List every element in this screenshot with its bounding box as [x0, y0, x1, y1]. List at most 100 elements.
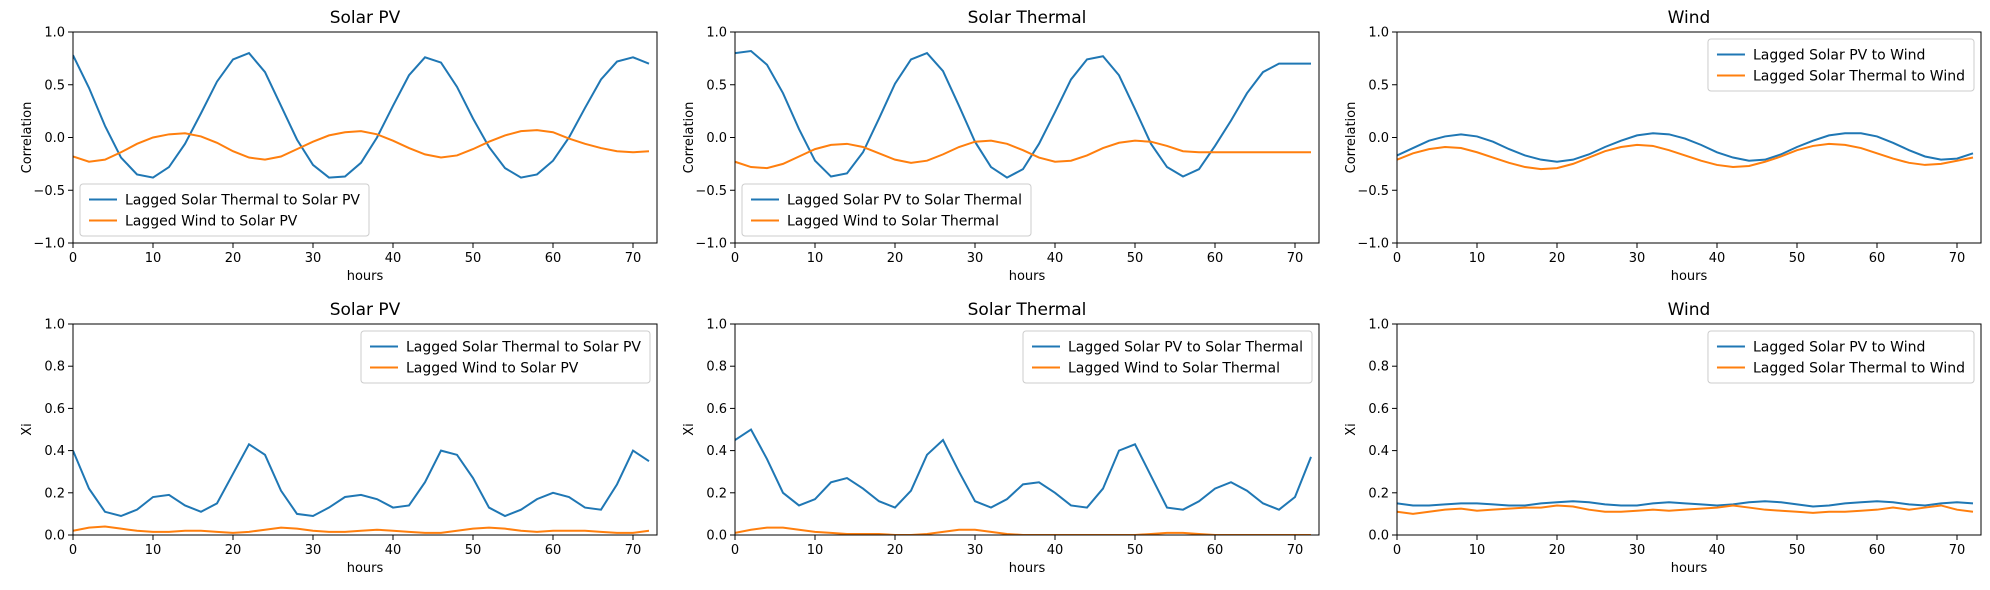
x-tick-label: 40 — [1047, 251, 1064, 266]
legend-entry-label: Lagged Wind to Solar PV — [125, 214, 298, 230]
x-tick-label: 50 — [1127, 251, 1144, 266]
y-tick-label: −0.5 — [1357, 184, 1389, 199]
legend: Lagged Solar PV to Solar Thermal Lagged W… — [1022, 330, 1313, 384]
x-tick-label: 50 — [1789, 543, 1806, 558]
y-tick-label: 0.8 — [1368, 360, 1389, 375]
chart-panel-5: Solar Thermal 0 10 20 30 40 50 60 70 0.0 0.2 0.4 0.6… — [682, 300, 1320, 576]
legend-entry-label: Lagged Solar Thermal to Solar PV — [406, 340, 641, 356]
legend-entry-label: Lagged Solar Thermal to Solar PV — [125, 193, 360, 209]
series-line-1 — [73, 442, 650, 518]
chart-title: Solar Thermal — [968, 8, 1087, 28]
y-tick-label: 0.0 — [706, 131, 727, 146]
x-tick-label: 10 — [145, 543, 162, 558]
y-tick-label: 0.4 — [706, 444, 727, 459]
chart-panel-2: Solar Thermal 0 10 20 30 40 50 60 70 −1.0 −0.5 0.0 0… — [682, 8, 1320, 284]
chart-title: Solar PV — [330, 300, 401, 320]
y-tick-label: −0.5 — [33, 184, 65, 199]
chart-title: Solar Thermal — [968, 300, 1087, 320]
y-tick-label: 1.0 — [44, 26, 65, 41]
y-tick-label: 0.0 — [706, 529, 727, 544]
x-tick-label: 50 — [1789, 251, 1806, 266]
x-tick-label: 70 — [625, 543, 642, 558]
x-tick-label: 0 — [731, 543, 739, 558]
x-tick-label: 40 — [385, 251, 402, 266]
legend-box — [741, 183, 1032, 237]
chart-panel-3: Wind 0 10 20 30 40 50 60 70 −1.0 −0.5 0.0 0.5 1.0 hour… — [1344, 8, 1982, 284]
y-tick-label: −1.0 — [33, 237, 65, 252]
x-tick-label: 20 — [225, 543, 242, 558]
x-tick-label: 40 — [385, 543, 402, 558]
x-tick-label: 70 — [625, 251, 642, 266]
plot-frame — [72, 323, 658, 536]
series-line-2 — [1397, 142, 1974, 171]
x-tick-label: 20 — [225, 251, 242, 266]
y-tick-label: 0.8 — [44, 360, 65, 375]
x-tick-label: 10 — [807, 251, 824, 266]
y-tick-label: 0.0 — [1368, 529, 1389, 544]
x-tick-label: 20 — [887, 251, 904, 266]
legend: Lagged Solar PV to Wind Lagged Solar Ther… — [1707, 38, 1975, 92]
series-line-1 — [735, 49, 1311, 179]
x-tick-label: 70 — [1287, 543, 1304, 558]
y-tick-label: 1.0 — [706, 318, 727, 333]
y-axis-label: Correlation — [20, 102, 35, 174]
legend-entry-label: Lagged Solar Thermal to Wind — [1753, 69, 1965, 85]
x-tick-label: 50 — [1127, 543, 1144, 558]
series-line-1 — [73, 51, 650, 179]
x-tick-label: 30 — [305, 251, 322, 266]
y-tick-label: 1.0 — [1368, 318, 1389, 333]
x-tick-label: 0 — [69, 251, 77, 266]
legend: Lagged Solar Thermal to Solar PV Lagged W… — [360, 330, 651, 384]
series-line-2 — [735, 139, 1311, 170]
y-tick-label: 0.2 — [44, 486, 65, 501]
x-tick-label: 70 — [1949, 251, 1966, 266]
x-axis-label: hours — [347, 561, 384, 576]
y-tick-label: 0.5 — [1368, 78, 1389, 93]
x-axis-label: hours — [1009, 269, 1046, 284]
y-tick-label: 1.0 — [706, 26, 727, 41]
x-tick-label: 20 — [1549, 543, 1566, 558]
y-tick-label: 0.0 — [44, 131, 65, 146]
legend: Lagged Solar PV to Solar Thermal Lagged W… — [741, 183, 1032, 237]
y-tick-label: 0.6 — [44, 402, 65, 417]
y-tick-label: −1.0 — [695, 237, 727, 252]
plot-frame — [734, 323, 1320, 536]
x-tick-label: 60 — [1869, 543, 1886, 558]
x-tick-label: 60 — [1869, 251, 1886, 266]
y-tick-label: 0.5 — [706, 78, 727, 93]
y-tick-label: −1.0 — [1357, 237, 1389, 252]
y-axis-label: Xi — [20, 423, 35, 436]
y-axis-label: Correlation — [1344, 102, 1359, 174]
legend-box — [1022, 330, 1313, 384]
legend: Lagged Solar PV to Wind Lagged Solar Ther… — [1707, 330, 1975, 384]
x-tick-label: 60 — [1207, 251, 1224, 266]
x-tick-label: 30 — [967, 251, 984, 266]
x-axis-label: hours — [347, 269, 384, 284]
x-tick-label: 0 — [69, 543, 77, 558]
x-tick-label: 20 — [1549, 251, 1566, 266]
chart-panel-4: Solar PV 0 10 20 30 40 50 60 70 0.0 0.2 0.4 0.6 0.8 1.… — [20, 300, 658, 576]
series-line-2 — [735, 526, 1311, 535]
legend-box — [1707, 330, 1975, 384]
legend: Lagged Solar Thermal to Solar PV Lagged W… — [79, 183, 370, 237]
legend-entry-label: Lagged Wind to Solar PV — [406, 361, 579, 377]
x-tick-label: 40 — [1709, 251, 1726, 266]
x-axis-label: hours — [1009, 561, 1046, 576]
y-tick-label: 0.6 — [706, 402, 727, 417]
legend-box — [1707, 38, 1975, 92]
legend-entry-label: Lagged Solar PV to Solar Thermal — [1068, 340, 1303, 356]
legend-entry-label: Lagged Wind to Solar Thermal — [1068, 361, 1280, 377]
y-tick-label: 0.0 — [1368, 131, 1389, 146]
x-axis-label: hours — [1671, 269, 1708, 284]
x-tick-label: 60 — [545, 543, 562, 558]
x-tick-label: 10 — [145, 251, 162, 266]
series-line-1 — [1397, 500, 1974, 508]
plot-frame — [1396, 323, 1982, 536]
x-tick-label: 30 — [1629, 251, 1646, 266]
x-tick-label: 0 — [731, 251, 739, 266]
x-tick-label: 30 — [1629, 543, 1646, 558]
y-axis-label: Xi — [1344, 423, 1359, 436]
y-tick-label: 0.8 — [706, 360, 727, 375]
x-tick-label: 60 — [545, 251, 562, 266]
x-tick-label: 60 — [1207, 543, 1224, 558]
